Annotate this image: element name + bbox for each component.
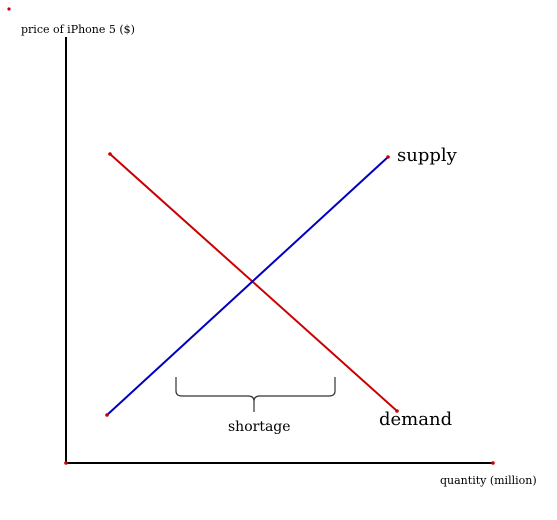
demand-label: demand — [379, 409, 452, 430]
x-axis-label: quantity (million) — [440, 474, 537, 487]
stray-dot — [7, 7, 11, 11]
supply-start-dot — [105, 413, 109, 417]
y-axis-label: price of iPhone 5 ($) — [21, 23, 135, 36]
demand-end-dot — [395, 409, 399, 413]
demand-start-dot — [108, 152, 112, 156]
supply-end-dot — [386, 155, 390, 159]
shortage-label: shortage — [228, 419, 291, 435]
supply-curve — [106, 156, 389, 416]
origin-dot — [64, 461, 68, 465]
supply-label: supply — [397, 145, 458, 166]
x-axis-end-dot — [491, 461, 495, 465]
shortage-brace — [175, 377, 336, 412]
demand-curve — [109, 153, 398, 412]
